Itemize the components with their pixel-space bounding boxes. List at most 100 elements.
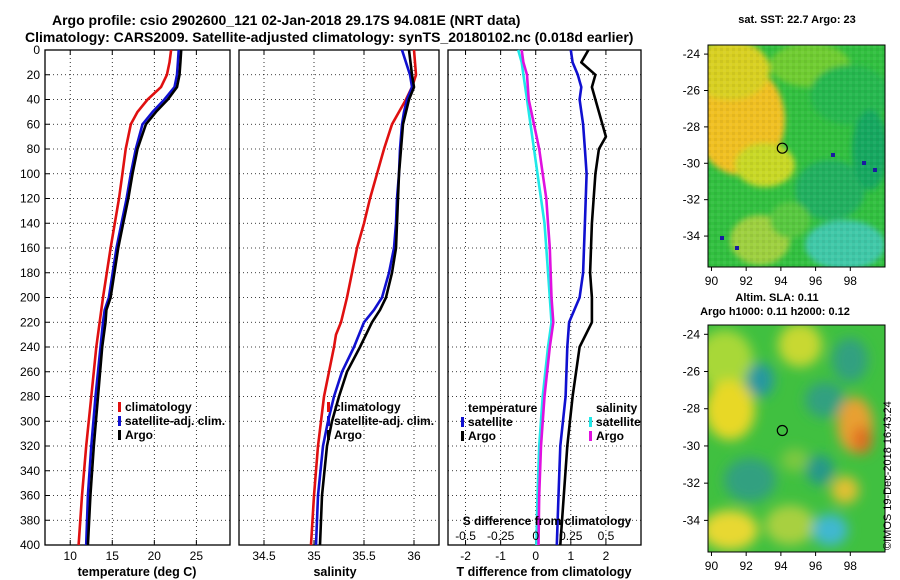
- title-line-2: Climatology: CARS2009. Satellite-adjuste…: [25, 29, 633, 45]
- legend-temperature-title: temperature: [468, 401, 538, 415]
- lat-tick-label: -32: [683, 193, 701, 207]
- temperature-x-axis: 10 15 20 25: [64, 50, 203, 563]
- series-argo: [318, 49, 416, 546]
- lon-tick-label: 96: [809, 559, 823, 573]
- legend-salinity-title: salinity: [596, 401, 638, 415]
- y-tick-label: 160: [20, 241, 40, 255]
- x-tick-label: 35.5: [352, 549, 376, 563]
- t-difference-x-label: T difference from climatology: [456, 565, 631, 579]
- legend-argo-label: Argo: [125, 428, 153, 442]
- lat-tick-label: -34: [683, 229, 701, 243]
- sst-map-title: sat. SST: 22.7 Argo: 23: [738, 14, 856, 26]
- lat-tick-label: -24: [683, 47, 701, 61]
- title-line-1: Argo profile: csio 2902600_121 02-Jan-20…: [52, 12, 520, 28]
- legend-climatology-swatch: [327, 402, 330, 412]
- s-difference-label: S difference from climatology: [463, 514, 632, 528]
- lat-tick-label: -32: [683, 476, 701, 490]
- temperature-x-label: temperature (deg C): [78, 565, 197, 579]
- y-tick-label: 180: [20, 266, 40, 280]
- legend-s-argo-swatch: [589, 431, 592, 441]
- legend-s-satellite-swatch: [589, 417, 592, 427]
- legend-s-satellite-label: satellite: [596, 415, 641, 429]
- lon-tick-label: 98: [844, 559, 858, 573]
- temperature-legend: climatology satellite-adj. clim. Argo: [118, 400, 225, 442]
- x-tick-label: 15: [106, 549, 120, 563]
- s-tick-label: -0.25: [487, 529, 515, 543]
- legend-t-satellite-swatch: [461, 417, 464, 427]
- series-satellite-adj-clim-: [84, 49, 180, 546]
- y-tick-label: 300: [20, 414, 40, 428]
- lon-tick-label: 96: [809, 274, 823, 288]
- y-tick-label: 80: [27, 142, 41, 156]
- difference-lines: [516, 49, 608, 546]
- sst-map-axes: 90 92 94 96 98 -24 -26 -28 -30 -32 -34: [683, 47, 858, 288]
- y-tick-label: 100: [20, 167, 40, 181]
- y-tick-label: 40: [27, 93, 41, 107]
- sla-map-frame: [707, 324, 886, 553]
- lon-tick-label: 94: [774, 274, 788, 288]
- legend-t-argo-label: Argo: [468, 429, 496, 443]
- y-tick-label: 280: [20, 390, 40, 404]
- lat-tick-label: -24: [683, 327, 701, 341]
- y-tick-label: 380: [20, 513, 40, 527]
- x-tick-label: 20: [148, 549, 162, 563]
- temperature-grid: [45, 49, 230, 546]
- salinity-difference-legend: salinity satellite Argo: [589, 401, 641, 443]
- sla-map-title: Altim. SLA: 0.11: [735, 292, 818, 304]
- sla-heatmap: [708, 325, 885, 552]
- difference-panel: -2 -1 0 1 2 T difference from climatology S …: [447, 49, 642, 579]
- sst-heatmap: [708, 45, 885, 267]
- series-climatology: [309, 49, 418, 546]
- series-argo: [86, 49, 183, 546]
- salinity-grid: [239, 49, 439, 546]
- legend-argo-swatch: [327, 430, 330, 440]
- series-s-satellite: [516, 49, 553, 546]
- temperature-difference-legend: temperature satellite Argo: [461, 401, 538, 443]
- depth-axis: 0 20 40 60 80 100 120 140 160 180 200 220 240 260 280 3…: [20, 43, 50, 552]
- series-t-satellite: [555, 49, 588, 546]
- legend-t-argo-swatch: [461, 431, 464, 441]
- y-tick-label: 340: [20, 464, 40, 478]
- sla-map: Altim. SLA: 0.11 Argo h1000: 0.11 h2000:…: [683, 292, 886, 573]
- salinity-lines: [309, 49, 418, 546]
- lat-tick-label: -26: [683, 83, 701, 97]
- lon-tick-label: 98: [844, 274, 858, 288]
- temperature-lines: [77, 49, 183, 546]
- s-tick-label: 0.25: [559, 529, 583, 543]
- x-tick-label: 35: [307, 549, 321, 563]
- imos-credit: ©IMOS 19-Dec-2018 16:43:24: [882, 401, 894, 550]
- legend-argo-label: Argo: [334, 428, 362, 442]
- y-tick-label: 0: [33, 43, 40, 57]
- x-tick-label: 36: [407, 549, 421, 563]
- lat-tick-label: -30: [683, 439, 701, 453]
- temperature-panel: 0 20 40 60 80 100 120 140 160 180 200 220 240 260 280 3…: [20, 43, 231, 579]
- x-tick-label: 34.5: [252, 549, 276, 563]
- y-tick-label: 320: [20, 439, 40, 453]
- sst-map-frame: [707, 44, 886, 268]
- x-tick-label: 10: [64, 549, 78, 563]
- sst-map: sat. SST: 22.7 Argo: 23 90 92: [683, 14, 886, 288]
- lon-tick-label: 92: [739, 559, 753, 573]
- s-difference-tick-labels: -0.5 -0.25 0 0.25 0.5: [455, 529, 614, 543]
- difference-x-axis: -2 -1 0 1 2: [460, 50, 610, 563]
- y-tick-label: 240: [20, 340, 40, 354]
- x-tick-label: 0: [532, 549, 539, 563]
- legend-t-satellite-label: satellite: [468, 415, 513, 429]
- lat-tick-label: -34: [683, 513, 701, 527]
- y-tick-label: 20: [27, 68, 41, 82]
- sla-map-subtitle: Argo h1000: 0.11 h2000: 0.12: [700, 306, 850, 318]
- s-tick-label: 0.5: [598, 529, 615, 543]
- series-satellite-adj-clim-: [314, 49, 414, 546]
- legend-climatology-label: climatology: [125, 400, 192, 414]
- series-climatology: [77, 49, 173, 546]
- y-tick-label: 120: [20, 192, 40, 206]
- argo-position-marker: [776, 142, 788, 154]
- legend-climatology-label: climatology: [334, 400, 401, 414]
- legend-satellite-label: satellite-adj. clim.: [125, 414, 225, 428]
- lat-tick-label: -28: [683, 120, 701, 134]
- x-tick-label: 1: [567, 549, 574, 563]
- y-tick-label: 200: [20, 291, 40, 305]
- x-tick-label: -2: [460, 549, 471, 563]
- s-tick-label: 0: [532, 529, 539, 543]
